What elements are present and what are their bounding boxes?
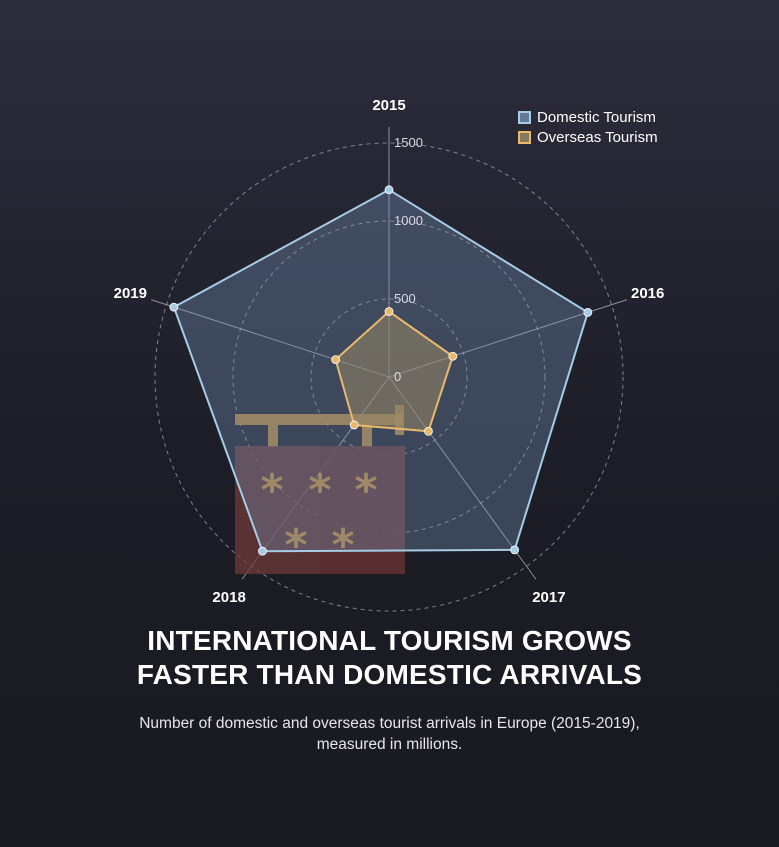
radar-labels: 0 500 1000 1500 2015 2016 2017 2018 2019 [114,97,665,606]
tick-label-500: 500 [394,291,416,306]
svg-text:*: * [331,520,354,571]
tick-label-0: 0 [394,369,401,384]
svg-text:*: * [354,465,377,516]
chart-title-line-1: INTERNATIONAL TOURISM GROWS [147,625,632,656]
category-label-2019: 2019 [114,285,147,302]
tick-label-1000: 1000 [394,213,423,228]
hotel-sign-illustration: * * * * * [235,405,405,574]
legend-label-overseas: Overseas Tourism [537,128,658,146]
series-area-1 [334,310,454,433]
chart-subtitle-line-1: Number of domestic and overseas tourist … [139,715,640,732]
data-point-0-2017 [510,545,520,555]
data-point-1-2016 [448,351,458,361]
svg-text:*: * [284,520,307,571]
category-label-2015: 2015 [372,97,405,114]
chart-subtitle-line-2: measured in millions. [316,736,463,753]
data-point-1-2017 [424,426,433,436]
radar-series [169,185,593,556]
chart-title-line-2: FASTER THAN DOMESTIC ARRIVALS [136,659,643,690]
legend-swatch-overseas [518,130,531,144]
grid-circle-1500 [154,142,624,612]
category-label-2016: 2016 [631,285,664,302]
svg-text:*: * [308,465,331,516]
tick-label-1500: 1500 [394,135,423,150]
data-point-1-2019 [331,355,340,365]
chart-legend: Domestic Tourism Overseas Tourism [518,107,658,147]
data-point-1-2015 [384,307,394,316]
chart-subtitle: Number of domestic and overseas tourist … [0,713,779,755]
chart-title: INTERNATIONAL TOURISM GROWS FASTER THAN … [0,624,779,692]
legend-item-overseas[interactable]: Overseas Tourism [518,127,658,147]
legend-label-domestic: Domestic Tourism [537,108,656,126]
data-point-0-2018 [258,546,267,556]
data-point-0-2016 [583,308,593,317]
data-point-0-2015 [384,185,394,195]
data-point-0-2019 [169,302,179,312]
category-label-2017: 2017 [532,589,565,606]
svg-text:*: * [260,465,283,516]
data-point-1-2018 [349,420,359,430]
category-label-2018: 2018 [212,589,245,606]
legend-item-domestic[interactable]: Domestic Tourism [518,107,658,127]
legend-swatch-domestic [518,110,531,124]
grid-circle-1000 [232,220,546,534]
